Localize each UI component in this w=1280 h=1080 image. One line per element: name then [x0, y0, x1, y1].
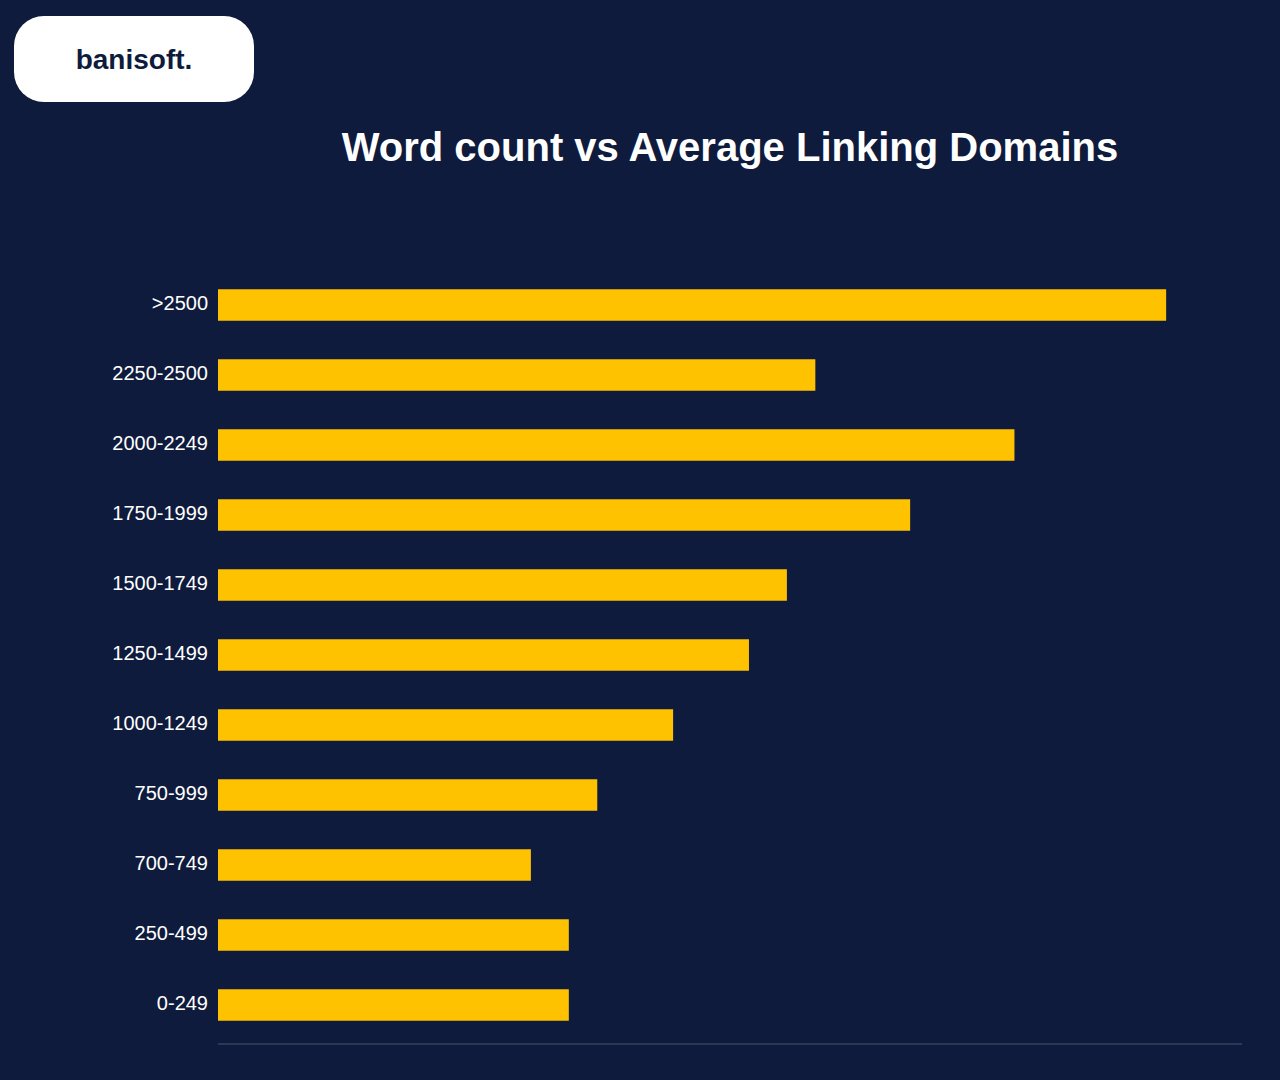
logo: banisoft. [14, 16, 254, 102]
y-tick-label: 750-999 [135, 782, 208, 804]
y-tick-label: >2500 [152, 292, 208, 314]
bar [218, 919, 569, 951]
y-tick-label: 700-749 [135, 852, 208, 874]
chart-container: banisoft. Word count vs Average Linking D… [0, 0, 1280, 1080]
y-tick-label: 1500-1749 [112, 572, 208, 594]
background [0, 0, 1280, 1080]
bar [218, 709, 673, 741]
bar [218, 849, 531, 881]
bar [218, 499, 910, 531]
bar [218, 639, 749, 671]
y-tick-label: 1000-1249 [112, 712, 208, 734]
y-tick-label: 1250-1499 [112, 642, 208, 664]
y-tick-label: 250-499 [135, 922, 208, 944]
logo-background [14, 16, 254, 102]
y-tick-label: 2250-2500 [112, 362, 208, 384]
y-tick-label: 2000-2249 [112, 432, 208, 454]
bars [218, 289, 1166, 1021]
bar [218, 359, 815, 391]
y-tick-label: 0-249 [157, 992, 208, 1014]
bar [218, 989, 569, 1021]
logo-text: banisoft. [76, 44, 193, 75]
x-axis-line [218, 1044, 1242, 1045]
bar [218, 289, 1166, 321]
chart-svg: banisoft. Word count vs Average Linking D… [0, 0, 1280, 1080]
bar [218, 429, 1014, 461]
y-tick-label: 1750-1999 [112, 502, 208, 524]
bar [218, 779, 597, 811]
bar [218, 569, 787, 601]
chart-title: Word count vs Average Linking Domains [342, 125, 1118, 169]
